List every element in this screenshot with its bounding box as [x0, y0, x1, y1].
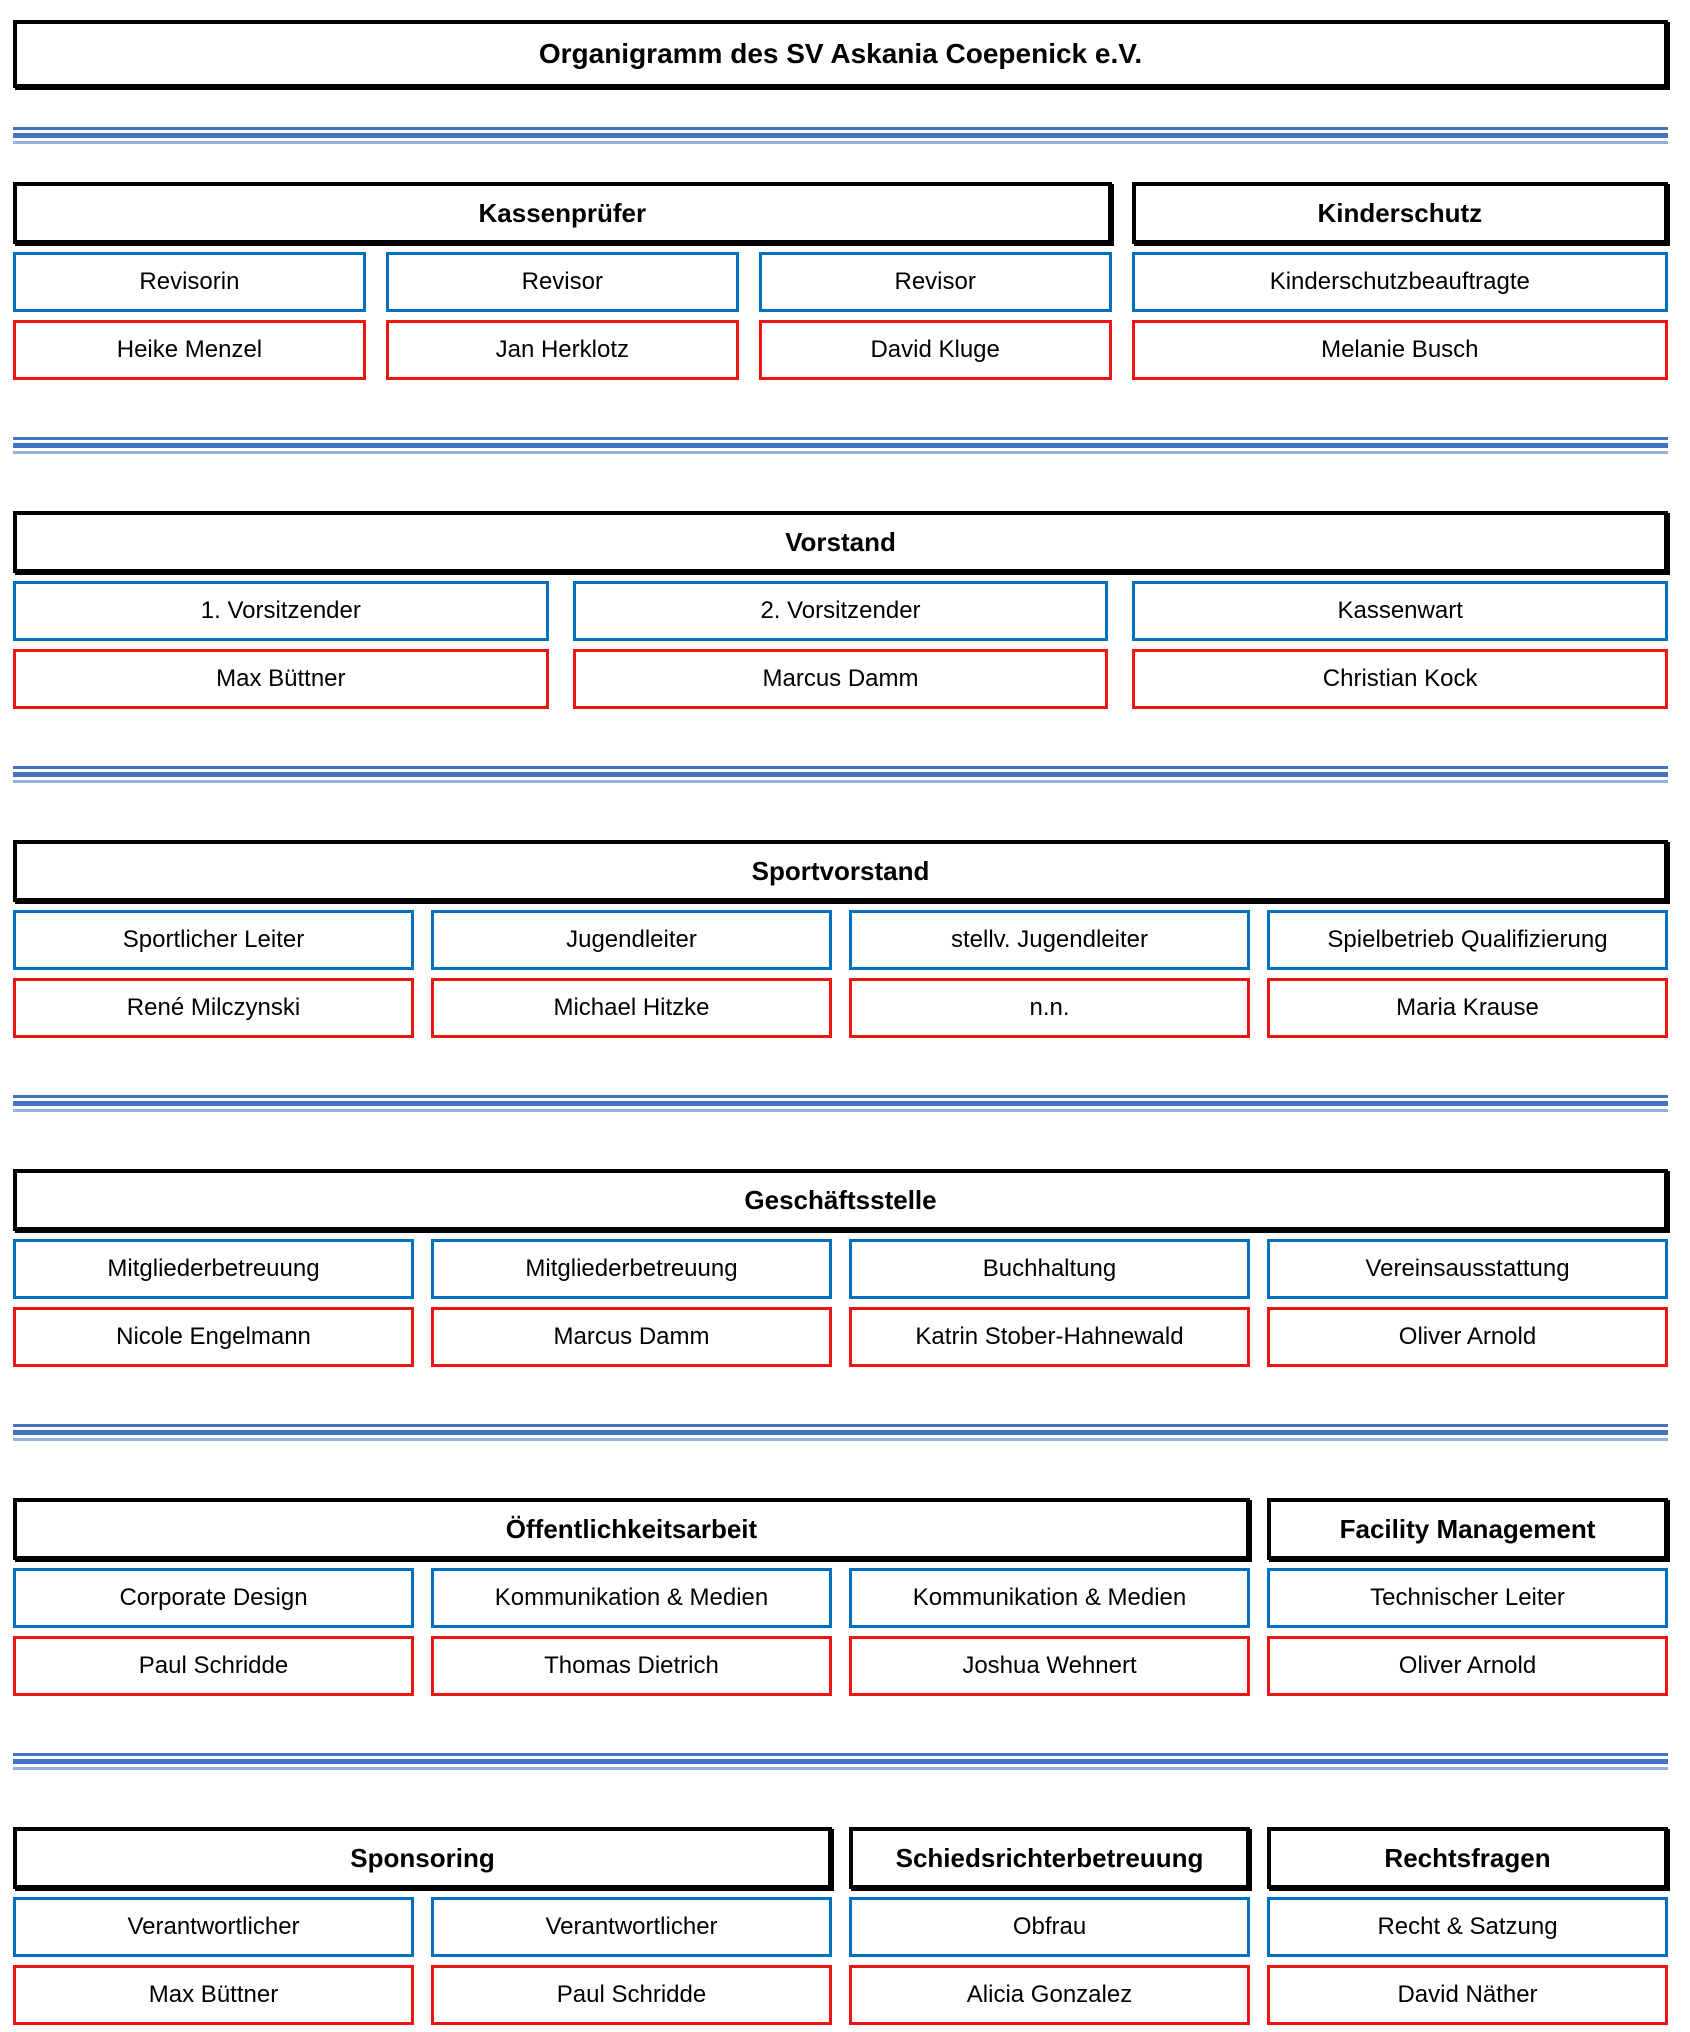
role-box: Kommunikation & Medien	[849, 1568, 1250, 1628]
section-divider	[13, 1424, 1668, 1441]
divider-line-thin	[13, 141, 1668, 144]
group-header-facility-management: Facility Management	[1267, 1498, 1668, 1560]
person-box: Marcus Damm	[572, 649, 1109, 709]
role-box: Revisorin	[13, 252, 366, 312]
person-box: Paul Schridde	[13, 1636, 414, 1696]
person-box: Maria Krause	[1267, 978, 1668, 1038]
divider-line-thick	[13, 1430, 1668, 1435]
person-box: Nicole Engelmann	[13, 1307, 414, 1367]
group-header-rechtsfragen: Rechtsfragen	[1267, 1827, 1668, 1889]
role-box: Recht & Satzung	[1267, 1897, 1668, 1957]
group-header-oeffentlichkeitsarbeit: Öffentlichkeitsarbeit	[13, 1498, 1250, 1560]
group-header-kassenpruefer: Kassenprüfer	[13, 182, 1112, 244]
divider-line-thin	[13, 780, 1668, 783]
divider-line-thin	[13, 451, 1668, 454]
section-geschaeftsstelle: Geschäftsstelle Mitgliederbetreuung Mitg…	[13, 1169, 1668, 1367]
divider-line-thick	[13, 133, 1668, 138]
role-box: Spielbetrieb Qualifizierung	[1267, 910, 1668, 970]
person-box: Thomas Dietrich	[431, 1636, 832, 1696]
role-box: stellv. Jugendleiter	[849, 910, 1250, 970]
person-box: Heike Menzel	[13, 320, 366, 380]
group-header-sponsoring: Sponsoring	[13, 1827, 832, 1889]
divider-line-thin	[13, 766, 1668, 769]
role-box: Verantwortlicher	[13, 1897, 414, 1957]
divider-line-thin	[13, 1424, 1668, 1427]
section-divider	[13, 1095, 1668, 1112]
role-box: Vereinsausstattung	[1267, 1239, 1668, 1299]
group-header-vorstand: Vorstand	[13, 511, 1668, 573]
divider-line-thick	[13, 772, 1668, 777]
section-divider	[13, 127, 1668, 144]
person-box: Melanie Busch	[1131, 320, 1668, 380]
group-header-schiedsrichterbetreuung: Schiedsrichterbetreuung	[849, 1827, 1250, 1889]
page-title: Organigramm des SV Askania Coepenick e.V…	[13, 20, 1668, 88]
divider-line-thin	[13, 1767, 1668, 1770]
section-oeffentlichkeitsarbeit-facility: Öffentlichkeitsarbeit Facility Managemen…	[13, 1498, 1668, 1696]
person-box: Max Büttner	[13, 649, 549, 709]
section-vorstand: Vorstand 1. Vorsitzender 2. Vorsitzender…	[13, 511, 1668, 709]
person-box: Jan Herklotz	[385, 320, 739, 380]
role-box: Kassenwart	[1132, 581, 1668, 641]
person-box: Joshua Wehnert	[849, 1636, 1250, 1696]
section-kassenpruefer-kinderschutz: Kassenprüfer Kinderschutz Revisorin Revi…	[13, 182, 1668, 380]
role-box: Revisor	[758, 252, 1112, 312]
person-box: Alicia Gonzalez	[849, 1965, 1250, 2025]
role-box: Buchhaltung	[849, 1239, 1250, 1299]
role-box: Revisor	[385, 252, 739, 312]
section-divider	[13, 766, 1668, 783]
divider-line-thin	[13, 1753, 1668, 1756]
divider-line-thin	[13, 1095, 1668, 1098]
role-box: Corporate Design	[13, 1568, 414, 1628]
role-box: Mitgliederbetreuung	[431, 1239, 832, 1299]
role-box: Jugendleiter	[431, 910, 832, 970]
person-box: Max Büttner	[13, 1965, 414, 2025]
person-box: René Milczynski	[13, 978, 414, 1038]
role-box: Obfrau	[849, 1897, 1250, 1957]
role-box: 2. Vorsitzender	[572, 581, 1109, 641]
role-box: Kommunikation & Medien	[431, 1568, 832, 1628]
person-box: Michael Hitzke	[431, 978, 832, 1038]
section-sponsoring-schiedsrichter-recht: Sponsoring Schiedsrichterbetreuung Recht…	[13, 1827, 1668, 2025]
role-box: Verantwortlicher	[431, 1897, 832, 1957]
divider-line-thick	[13, 1101, 1668, 1106]
person-box: n.n.	[849, 978, 1250, 1038]
section-divider	[13, 437, 1668, 454]
divider-line-thin	[13, 1438, 1668, 1441]
person-box: David Kluge	[758, 320, 1112, 380]
org-chart-content: Organigramm des SV Askania Coepenick e.V…	[13, 20, 1668, 2025]
person-box: Christian Kock	[1132, 649, 1668, 709]
divider-line-thin	[13, 1109, 1668, 1112]
divider-line-thin	[13, 437, 1668, 440]
section-divider	[13, 1753, 1668, 1770]
divider-line-thick	[13, 1759, 1668, 1764]
person-box: Katrin Stober-Hahnewald	[849, 1307, 1250, 1367]
section-sportvorstand: Sportvorstand Sportlicher Leiter Jugendl…	[13, 840, 1668, 1038]
role-box: 1. Vorsitzender	[13, 581, 549, 641]
person-box: David Näther	[1267, 1965, 1668, 2025]
person-box: Marcus Damm	[431, 1307, 832, 1367]
divider-line-thick	[13, 443, 1668, 448]
group-header-geschaeftsstelle: Geschäftsstelle	[13, 1169, 1668, 1231]
role-box: Technischer Leiter	[1267, 1568, 1668, 1628]
divider-line-thin	[13, 127, 1668, 130]
person-box: Paul Schridde	[431, 1965, 832, 2025]
group-header-kinderschutz: Kinderschutz	[1131, 182, 1668, 244]
role-box: Kinderschutzbeauftragte	[1131, 252, 1668, 312]
role-box: Sportlicher Leiter	[13, 910, 414, 970]
role-box: Mitgliederbetreuung	[13, 1239, 414, 1299]
person-box: Oliver Arnold	[1267, 1307, 1668, 1367]
person-box: Oliver Arnold	[1267, 1636, 1668, 1696]
group-header-sportvorstand: Sportvorstand	[13, 840, 1668, 902]
